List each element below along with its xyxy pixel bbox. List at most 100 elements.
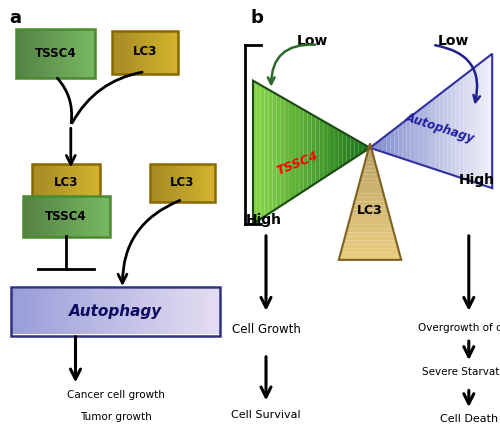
Polygon shape	[345, 233, 395, 237]
FancyBboxPatch shape	[150, 31, 156, 74]
FancyBboxPatch shape	[169, 31, 175, 74]
Polygon shape	[356, 194, 384, 198]
FancyBboxPatch shape	[31, 29, 38, 78]
FancyBboxPatch shape	[54, 29, 61, 78]
Polygon shape	[382, 135, 386, 153]
Text: Overgrowth of cells: Overgrowth of cells	[418, 323, 500, 332]
Polygon shape	[419, 107, 423, 165]
FancyBboxPatch shape	[22, 196, 30, 237]
Polygon shape	[406, 116, 410, 161]
Polygon shape	[356, 190, 384, 194]
Bar	[167, 289, 173, 334]
Polygon shape	[488, 54, 492, 188]
Bar	[22, 289, 28, 334]
Polygon shape	[344, 237, 396, 241]
FancyBboxPatch shape	[58, 164, 64, 202]
Text: Low: Low	[297, 34, 328, 48]
FancyBboxPatch shape	[82, 164, 87, 202]
FancyBboxPatch shape	[86, 196, 93, 237]
Polygon shape	[423, 104, 427, 167]
FancyBboxPatch shape	[118, 31, 124, 74]
Text: Cell Survival: Cell Survival	[231, 410, 301, 420]
FancyBboxPatch shape	[162, 164, 168, 202]
FancyBboxPatch shape	[65, 196, 72, 237]
FancyBboxPatch shape	[31, 196, 38, 237]
Polygon shape	[350, 213, 390, 217]
Polygon shape	[439, 91, 444, 172]
Bar	[208, 289, 215, 334]
Polygon shape	[435, 95, 439, 171]
Bar	[90, 289, 96, 334]
FancyBboxPatch shape	[36, 164, 42, 202]
Polygon shape	[276, 94, 280, 209]
FancyBboxPatch shape	[194, 164, 200, 202]
Polygon shape	[362, 143, 366, 153]
Polygon shape	[374, 142, 378, 151]
FancyBboxPatch shape	[66, 29, 72, 78]
FancyBboxPatch shape	[68, 164, 74, 202]
Bar	[116, 289, 122, 334]
FancyBboxPatch shape	[65, 164, 71, 202]
FancyBboxPatch shape	[74, 29, 80, 78]
Polygon shape	[272, 92, 276, 211]
Text: Autophagy: Autophagy	[69, 304, 162, 319]
FancyBboxPatch shape	[60, 196, 68, 237]
Text: Cell Death: Cell Death	[440, 414, 498, 424]
Polygon shape	[348, 221, 392, 225]
Polygon shape	[472, 66, 476, 183]
FancyBboxPatch shape	[48, 164, 54, 202]
FancyBboxPatch shape	[94, 164, 100, 202]
Bar	[64, 289, 70, 334]
FancyBboxPatch shape	[36, 196, 43, 237]
Polygon shape	[365, 159, 375, 163]
Bar	[48, 289, 54, 334]
Polygon shape	[284, 99, 288, 204]
FancyBboxPatch shape	[112, 31, 118, 74]
Polygon shape	[312, 114, 316, 186]
Polygon shape	[476, 63, 480, 184]
Polygon shape	[349, 217, 391, 221]
Text: High: High	[458, 172, 494, 187]
FancyBboxPatch shape	[128, 31, 134, 74]
Bar	[214, 289, 220, 334]
Polygon shape	[354, 139, 358, 158]
Bar	[95, 289, 101, 334]
Polygon shape	[308, 112, 312, 189]
FancyBboxPatch shape	[52, 196, 60, 237]
Polygon shape	[369, 143, 371, 147]
Text: a: a	[10, 9, 22, 27]
FancyBboxPatch shape	[69, 196, 76, 237]
Polygon shape	[448, 85, 452, 175]
Bar	[146, 289, 153, 334]
FancyBboxPatch shape	[50, 29, 57, 78]
Bar	[110, 289, 116, 334]
Bar	[12, 289, 18, 334]
Bar	[54, 289, 60, 334]
FancyBboxPatch shape	[172, 31, 178, 74]
Polygon shape	[331, 125, 335, 173]
FancyBboxPatch shape	[181, 164, 187, 202]
Polygon shape	[415, 110, 419, 164]
Polygon shape	[253, 81, 257, 224]
FancyBboxPatch shape	[150, 164, 156, 202]
FancyBboxPatch shape	[44, 196, 51, 237]
Polygon shape	[341, 248, 399, 252]
FancyBboxPatch shape	[39, 29, 46, 78]
FancyBboxPatch shape	[48, 196, 55, 237]
FancyBboxPatch shape	[74, 196, 80, 237]
Polygon shape	[320, 119, 323, 181]
FancyBboxPatch shape	[175, 164, 181, 202]
FancyBboxPatch shape	[122, 31, 128, 74]
Text: Severe Starvation: Severe Starvation	[422, 367, 500, 377]
Bar	[142, 289, 148, 334]
FancyBboxPatch shape	[206, 164, 212, 202]
Polygon shape	[352, 209, 389, 213]
Polygon shape	[335, 128, 339, 171]
FancyBboxPatch shape	[38, 164, 44, 202]
Polygon shape	[362, 167, 378, 171]
Bar	[126, 289, 132, 334]
Text: TSSC4: TSSC4	[274, 149, 320, 178]
FancyBboxPatch shape	[188, 164, 194, 202]
FancyBboxPatch shape	[91, 164, 98, 202]
Bar	[162, 289, 168, 334]
